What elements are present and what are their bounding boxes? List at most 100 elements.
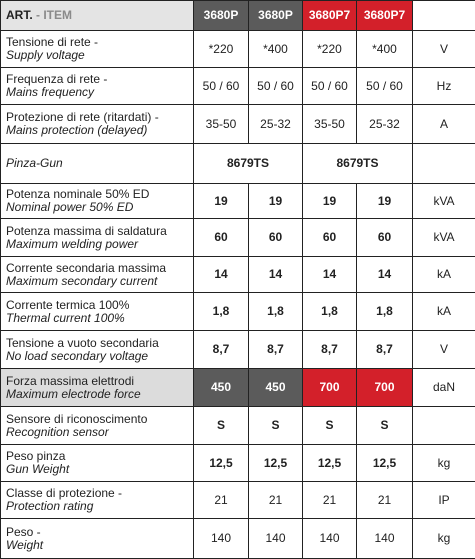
value-cell: 14: [194, 257, 249, 293]
row-label: Pinza-Gun: [1, 144, 194, 184]
label-en: Gun Weight: [6, 463, 188, 476]
value-cell: 1,8: [249, 293, 303, 331]
value-cell: 1,8: [357, 293, 413, 331]
label-it: Corrente termica 100%: [6, 298, 129, 312]
value-cell: 14: [303, 257, 357, 293]
value-cell: 50 / 60: [249, 68, 303, 105]
value-cell: 140: [194, 519, 249, 559]
label-en: Weight: [6, 539, 188, 552]
value-cell: 19: [194, 184, 249, 219]
label-it: Potenza massima di saldatura: [6, 224, 167, 238]
header-label: ART. - ITEM: [1, 1, 194, 31]
value-cell: S: [303, 407, 357, 445]
label-it: Peso -: [6, 525, 41, 539]
spec-row: Tensione di rete -Supply voltage*220*400…: [1, 31, 475, 68]
value-cell: 19: [303, 184, 357, 219]
value-cell: 140: [249, 519, 303, 559]
value-cell: 8679TS: [194, 144, 303, 184]
value-cell: 12,5: [303, 445, 357, 482]
row-label: Classe di protezione -Protection rating: [1, 482, 194, 519]
value-cell: 8,7: [249, 331, 303, 369]
label-en: Recognition sensor: [6, 426, 188, 439]
value-cell: 8,7: [357, 331, 413, 369]
value-cell: 8,7: [303, 331, 357, 369]
value-cell: 1,8: [194, 293, 249, 331]
value-cell: 12,5: [357, 445, 413, 482]
value-cell: 700: [303, 369, 357, 407]
value-cell: 60: [249, 219, 303, 257]
label-it: Protezione di rete (ritardati) -: [6, 110, 159, 124]
value-cell: 21: [303, 482, 357, 519]
label-en: Maximum secondary current: [6, 275, 188, 288]
item-label: - ITEM: [36, 8, 72, 22]
value-cell: 60: [194, 219, 249, 257]
row-label: Tensione di rete -Supply voltage: [1, 31, 194, 68]
label-it: Potenza nominale 50% ED: [6, 187, 149, 201]
label-en: Pinza-Gun: [6, 157, 188, 170]
label-en: Mains protection (delayed): [6, 124, 188, 137]
value-cell: 21: [357, 482, 413, 519]
unit-cell: A: [413, 105, 475, 144]
value-cell: *220: [194, 31, 249, 68]
unit-cell: kg: [413, 519, 475, 559]
value-cell: 14: [249, 257, 303, 293]
value-cell: 50 / 60: [194, 68, 249, 105]
value-cell: S: [249, 407, 303, 445]
value-cell: 12,5: [194, 445, 249, 482]
unit-cell: IP: [413, 482, 475, 519]
unit-cell: V: [413, 31, 475, 68]
label-it: Classe di protezione -: [6, 486, 122, 500]
label-en: Maximum electrode force: [6, 388, 188, 401]
unit-cell: kA: [413, 293, 475, 331]
label-en: No load secondary voltage: [6, 350, 188, 363]
label-it: Peso pinza: [6, 449, 65, 463]
value-cell: *400: [249, 31, 303, 68]
label-en: Maximum welding power: [6, 238, 188, 251]
unit-cell: Hz: [413, 68, 475, 105]
label-it: Forza massima elettrodi: [6, 374, 134, 388]
label-en: Protection rating: [6, 500, 188, 513]
model-header: 3680P7: [357, 1, 413, 31]
value-cell: 140: [303, 519, 357, 559]
label-it: Tensione a vuoto secondaria: [6, 336, 159, 350]
label-en: Supply voltage: [6, 49, 188, 62]
label-en: Thermal current 100%: [6, 312, 188, 325]
label-it: Tensione di rete -: [6, 35, 98, 49]
unit-cell: V: [413, 331, 475, 369]
unit-cell: kA: [413, 257, 475, 293]
value-cell: 21: [194, 482, 249, 519]
value-cell: 25-32: [357, 105, 413, 144]
value-cell: S: [194, 407, 249, 445]
value-cell: 12,5: [249, 445, 303, 482]
value-cell: 450: [194, 369, 249, 407]
label-it: Corrente secondaria massima: [6, 261, 166, 275]
label-it: Sensore di riconoscimento: [6, 412, 147, 426]
art-label: ART.: [6, 8, 33, 22]
row-label: Protezione di rete (ritardati) -Mains pr…: [1, 105, 194, 144]
unit-cell: [413, 407, 475, 445]
model-header: 3680P: [194, 1, 249, 31]
value-cell: 50 / 60: [303, 68, 357, 105]
model-header: 3680P7: [303, 1, 357, 31]
value-cell: S: [357, 407, 413, 445]
unit-header: [413, 1, 475, 31]
model-header: 3680P: [249, 1, 303, 31]
row-label: Corrente termica 100%Thermal current 100…: [1, 293, 194, 331]
value-cell: 35-50: [303, 105, 357, 144]
unit-cell: daN: [413, 369, 475, 407]
